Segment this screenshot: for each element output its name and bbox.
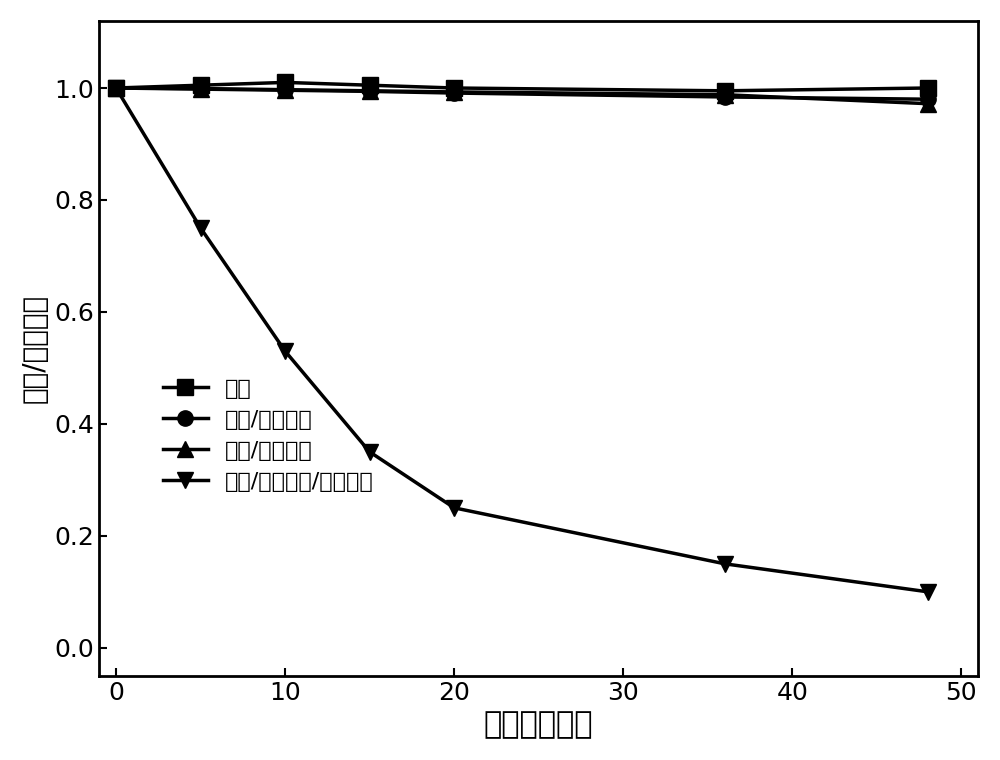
土壤/抗坏血酸/过氧化氢 xyxy=(719,559,731,568)
土壤 xyxy=(719,86,731,95)
土壤/过氧化氢 xyxy=(110,84,122,93)
土壤/抗坏血酸 xyxy=(364,87,376,96)
土壤/过氧化氢 xyxy=(719,90,731,100)
Line: 土壤/抗坏血酸/过氧化氢: 土壤/抗坏血酸/过氧化氢 xyxy=(108,81,935,600)
土壤/过氧化氢 xyxy=(364,86,376,95)
Line: 土壤/抗坏血酸: 土壤/抗坏血酸 xyxy=(108,81,935,107)
土壤/抗坏血酸/过氧化氢 xyxy=(195,223,207,233)
土壤 xyxy=(922,84,934,93)
土壤/过氧化氢 xyxy=(195,84,207,93)
土壤/抗坏血酸/过氧化氢 xyxy=(110,84,122,93)
X-axis label: 时间（小时）: 时间（小时） xyxy=(484,710,593,739)
土壤 xyxy=(364,81,376,90)
土壤/抗坏血酸 xyxy=(719,93,731,102)
土壤 xyxy=(279,78,291,87)
Y-axis label: 浓度/初始浓度: 浓度/初始浓度 xyxy=(21,293,49,403)
土壤/抗坏血酸 xyxy=(922,95,934,104)
土壤/抗坏血酸/过氧化氢 xyxy=(279,347,291,356)
Line: 土壤/过氧化氢: 土壤/过氧化氢 xyxy=(108,81,935,111)
Legend: 土壤, 土壤/抗坏血酸, 土壤/过氧化氢, 土壤/抗坏血酸/过氧化氢: 土壤, 土壤/抗坏血酸, 土壤/过氧化氢, 土壤/抗坏血酸/过氧化氢 xyxy=(154,370,383,501)
土壤/抗坏血酸 xyxy=(110,84,122,93)
土壤/过氧化氢 xyxy=(448,87,460,97)
土壤/抗坏血酸/过氧化氢 xyxy=(922,587,934,597)
土壤/抗坏血酸 xyxy=(195,84,207,93)
土壤 xyxy=(110,84,122,93)
土壤/过氧化氢 xyxy=(279,85,291,94)
土壤/抗坏血酸 xyxy=(279,86,291,95)
Line: 土壤: 土壤 xyxy=(108,74,935,99)
土壤/抗坏血酸 xyxy=(448,88,460,97)
土壤/抗坏血酸/过氧化氢 xyxy=(448,503,460,512)
土壤 xyxy=(195,81,207,90)
土壤/过氧化氢 xyxy=(922,99,934,108)
土壤 xyxy=(448,84,460,93)
土壤/抗坏血酸/过氧化氢 xyxy=(364,448,376,457)
